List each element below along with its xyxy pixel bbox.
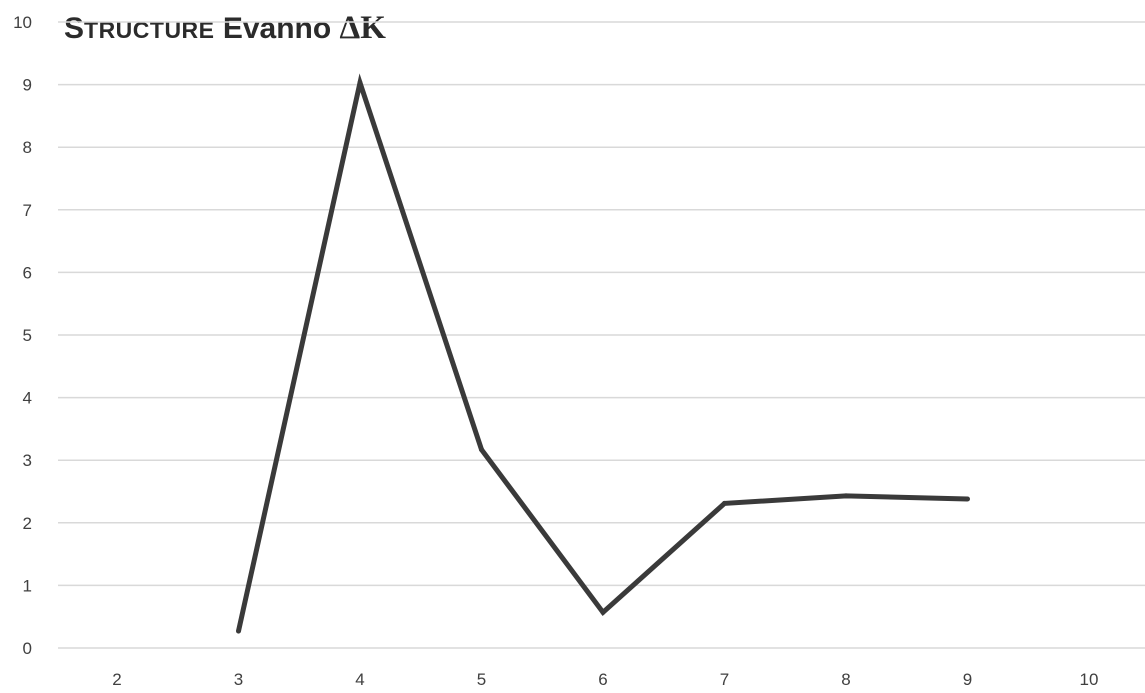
x-tick-label: 9 — [963, 670, 972, 689]
y-tick-label: 1 — [23, 576, 32, 595]
y-axis-ticks: 0 1 2 3 4 5 6 7 8 9 10 — [13, 13, 32, 658]
x-tick-label: 7 — [720, 670, 729, 689]
data-point — [722, 500, 727, 506]
data-point — [236, 628, 241, 634]
x-tick-label: 3 — [234, 670, 243, 689]
data-point — [479, 447, 484, 453]
data-point — [357, 80, 363, 86]
x-tick-label: 8 — [841, 670, 850, 689]
y-tick-label: 8 — [23, 138, 32, 157]
series-line — [236, 73, 968, 632]
x-tick-label: 4 — [355, 670, 364, 689]
x-tick-label: 10 — [1080, 670, 1099, 689]
y-tick-label: 10 — [13, 13, 32, 32]
gridlines — [58, 21, 1145, 649]
chart-title-lead: S — [64, 12, 85, 45]
y-tick-label: 3 — [23, 451, 32, 470]
y-tick-label: 5 — [23, 326, 32, 345]
y-tick-label: 7 — [23, 201, 32, 220]
data-point — [843, 493, 849, 499]
x-tick-label: 2 — [112, 670, 121, 689]
chart-title: STRUCTURE Evanno ΔK — [64, 10, 386, 47]
y-tick-label: 9 — [23, 76, 32, 95]
y-tick-label: 2 — [23, 514, 32, 533]
chart-title-rest: Evanno — [214, 12, 340, 45]
chart-title-delta: ΔK — [339, 10, 386, 46]
y-tick-label: 4 — [23, 389, 32, 408]
data-point — [965, 496, 970, 502]
x-tick-label: 6 — [598, 670, 607, 689]
series-layer — [236, 73, 970, 634]
x-axis-ticks: 2 3 4 5 6 7 8 9 10 — [112, 670, 1098, 689]
x-tick-label: 5 — [477, 670, 486, 689]
y-tick-label: 0 — [23, 639, 32, 658]
y-tick-label: 6 — [23, 263, 32, 282]
data-point — [600, 609, 606, 615]
